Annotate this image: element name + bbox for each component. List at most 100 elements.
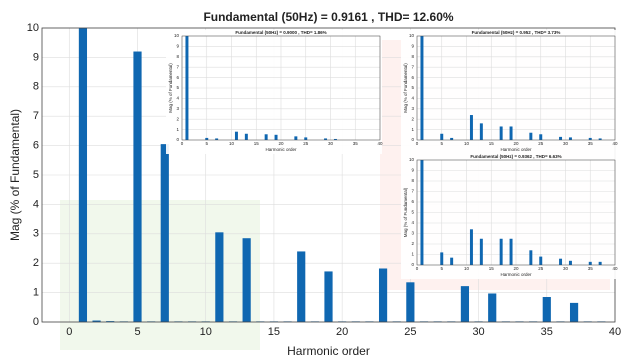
y-tick-label: 0 [411, 137, 414, 142]
y-tick-label: 10 [27, 22, 39, 34]
plot: 0 1 2 3 4 5 6 7 8 9 10 0 5 10 15 20 25 30 35 40 Fundamental … [401, 30, 618, 154]
bar [274, 134, 278, 140]
y-tick-label: 1 [411, 252, 414, 257]
plot-background [401, 154, 617, 279]
y-tick-label: 0 [33, 316, 39, 328]
bar [598, 261, 602, 265]
chart-title: Fundamental (50Hz) = 0.9000 , THD= 1.86% [235, 30, 326, 35]
x-tick-label: 0 [416, 141, 419, 146]
chart-title: Fundamental (50Hz) = 0.9161 , THD= 12.60… [203, 10, 453, 24]
plot-background [401, 30, 617, 154]
y-tick-label: 9 [176, 44, 179, 49]
x-axis-label: Harmonic order [500, 272, 532, 277]
y-tick-label: 1 [411, 127, 414, 132]
x-tick-label: 35 [353, 141, 359, 146]
y-tick-label: 1 [176, 127, 179, 132]
y-axis-label: Mag (% of Fundamental) [403, 187, 408, 237]
y-axis-label: Mag (% of Fundamental) [8, 109, 22, 241]
bars [185, 36, 337, 140]
bar [215, 232, 224, 322]
y-tick-label: 8 [411, 178, 414, 183]
bar [588, 261, 592, 265]
y-tick-label: 5 [411, 210, 414, 215]
bar [333, 138, 337, 140]
bar [450, 137, 454, 140]
y-tick-label: 6 [176, 75, 179, 80]
bar [539, 134, 543, 140]
x-tick-label: 35 [541, 326, 553, 338]
bar [450, 257, 454, 265]
x-tick-label: 30 [472, 326, 484, 338]
x-axis-label: Harmonic order [265, 147, 297, 152]
y-tick-label: 7 [33, 110, 39, 122]
y-tick-label: 10 [174, 33, 180, 38]
y-tick-label: 8 [33, 81, 39, 93]
y-tick-label: 4 [33, 198, 39, 210]
bar [264, 134, 268, 140]
y-tick-label: 5 [33, 169, 39, 181]
y-tick-label: 7 [411, 64, 414, 69]
x-tick-label: 0 [66, 326, 72, 338]
x-tick-label: 15 [489, 141, 495, 146]
y-tick-label: 4 [411, 96, 414, 101]
x-tick-label: 25 [538, 266, 544, 271]
x-tick-label: 10 [464, 266, 470, 271]
y-tick-label: 2 [411, 116, 414, 121]
x-tick-label: 5 [440, 141, 443, 146]
x-tick-label: 35 [588, 141, 594, 146]
bar [133, 51, 142, 322]
bar [234, 131, 238, 140]
plot: 0 1 2 3 4 5 6 7 8 9 10 0 5 10 15 20 25 30 35 40 Fundamental … [166, 30, 383, 154]
x-tick-label: 20 [336, 326, 348, 338]
y-tick-label: 10 [409, 33, 415, 38]
bar [378, 268, 388, 322]
x-tick-label: 5 [205, 141, 208, 146]
bars [78, 28, 606, 322]
y-axis-label: Mag (% of Fundamental) [403, 63, 408, 113]
watermark [60, 200, 260, 350]
y-tick-label: 5 [411, 85, 414, 90]
axes-frame [181, 35, 381, 141]
y-axis-label: Mag (% of Fundamental) [168, 63, 173, 113]
bar [106, 321, 115, 322]
x-tick-label: 0 [416, 266, 419, 271]
bar [185, 36, 189, 140]
x-tick-label: 40 [609, 326, 621, 338]
y-tick-label: 4 [176, 96, 179, 101]
bar [324, 138, 328, 140]
y-tick-label: 9 [411, 44, 414, 49]
x-tick-label: 35 [588, 266, 594, 271]
bar [92, 320, 101, 322]
x-tick-label: 5 [134, 326, 140, 338]
bar [539, 256, 543, 265]
y-tick-label: 2 [176, 116, 179, 121]
bar [529, 250, 533, 265]
bar [499, 126, 503, 140]
x-tick-label: 40 [612, 141, 618, 146]
x-tick-label: 15 [254, 141, 260, 146]
x-tick-label: 20 [278, 141, 284, 146]
chart-title: Fundamental (50Hz) = 0.9362 , THD= 6.63% [470, 154, 561, 159]
y-tick-label: 4 [411, 220, 414, 225]
bar [215, 138, 219, 140]
bar [78, 28, 88, 322]
x-tick-label: 40 [612, 266, 618, 271]
bar [529, 132, 533, 140]
bar [488, 293, 497, 322]
y-tick-label: 7 [176, 64, 179, 69]
bar [242, 238, 251, 322]
bar [244, 133, 248, 140]
x-tick-label: 30 [328, 141, 334, 146]
bar [499, 238, 503, 265]
x-tick-label: 10 [464, 141, 470, 146]
axes-frame [416, 35, 616, 141]
y-tick-label: 6 [411, 75, 414, 80]
y-tick-label: 2 [33, 257, 39, 269]
x-tick-label: 20 [513, 141, 519, 146]
bar [205, 137, 209, 140]
y-tick-label: 3 [411, 106, 414, 111]
bar [440, 133, 444, 140]
y-tick-label: 8 [176, 54, 179, 59]
y-tick-label: 5 [176, 85, 179, 90]
